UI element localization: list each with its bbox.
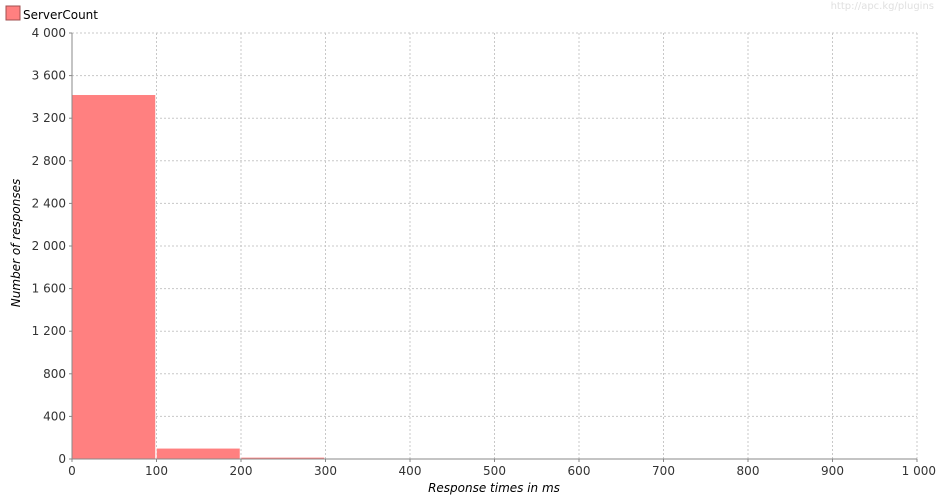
- y-tick-label: 3 600: [32, 69, 66, 83]
- legend: ServerCount: [5, 5, 98, 22]
- y-tick-label: 2 000: [32, 239, 66, 253]
- y-tick-label: 400: [43, 409, 66, 423]
- x-tick-label: 600: [568, 464, 591, 478]
- x-tick-label: 200: [230, 464, 253, 478]
- x-tick-label: 100: [145, 464, 168, 478]
- watermark-text: http://apc.kg/plugins: [831, 1, 934, 12]
- y-tick-label: 1 600: [32, 282, 66, 296]
- x-tick-label: 700: [652, 464, 675, 478]
- histogram-bar: [156, 448, 241, 460]
- y-tick-label: 1 200: [32, 324, 66, 338]
- x-tick-label: 500: [483, 464, 506, 478]
- x-axis-title: Response times in ms: [428, 481, 560, 495]
- histogram-bar: [71, 94, 156, 460]
- y-tick-label: 4 000: [32, 26, 66, 40]
- legend-swatch: [5, 5, 21, 21]
- x-tick-label: 800: [737, 464, 760, 478]
- x-tick-label: 1 000: [902, 464, 936, 478]
- x-tick-label: 400: [399, 464, 422, 478]
- y-tick-label: 3 200: [32, 111, 66, 125]
- y-tick-label: 2 800: [32, 154, 66, 168]
- y-tick-label: 800: [43, 367, 66, 381]
- y-tick-label: 2 400: [32, 196, 66, 210]
- plot-area: 0 400 800 1 200 1 600 2 000 2 400 2 800 3 200 3 6…: [32, 26, 936, 478]
- y-axis-title: Number of responses: [9, 179, 23, 307]
- x-tick-label: 900: [821, 464, 844, 478]
- x-tick-label: 300: [314, 464, 337, 478]
- x-tick-label: 0: [68, 464, 76, 478]
- y-tick-label: 0: [58, 452, 66, 466]
- legend-label: ServerCount: [23, 8, 98, 22]
